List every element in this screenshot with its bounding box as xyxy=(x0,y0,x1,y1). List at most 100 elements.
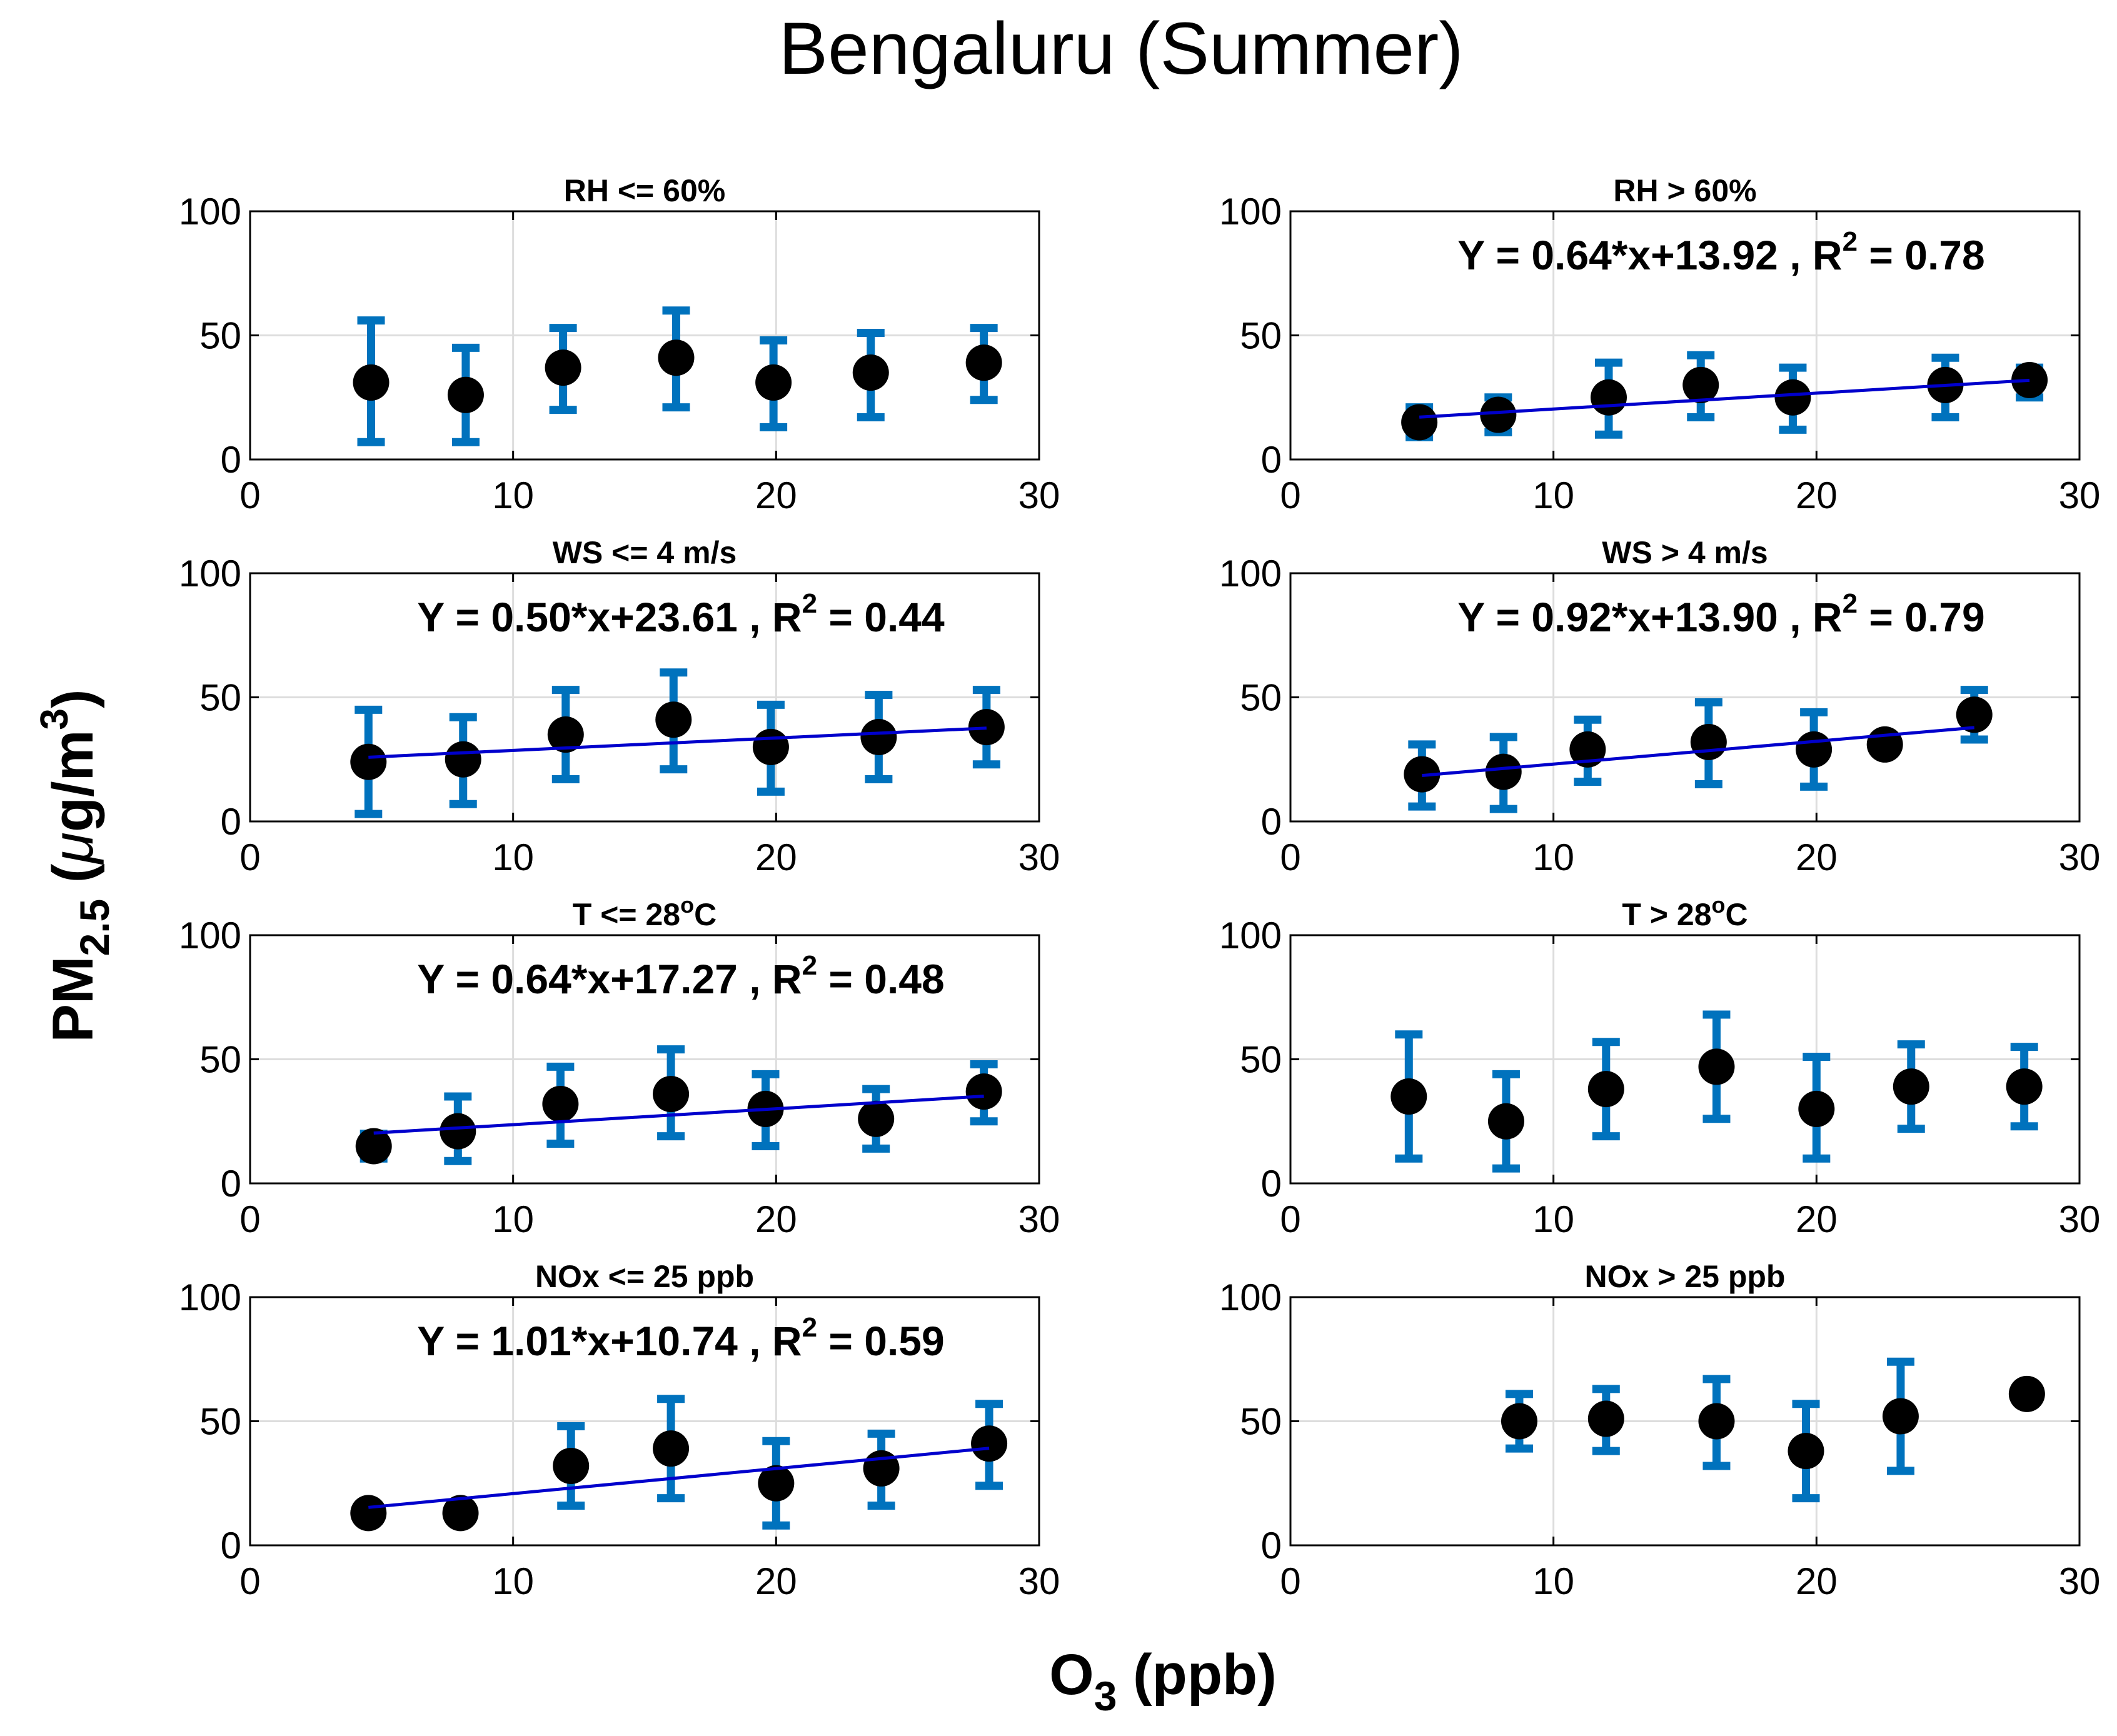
data-point xyxy=(1788,1433,1824,1470)
plot-frame xyxy=(1289,934,2081,1185)
data-point xyxy=(350,1495,387,1532)
x-tick-label: 30 xyxy=(2059,1560,2101,1602)
panel-4: 0 10 20 30 0 50 100 WS > 4 m/s Y = 0.92*x+13.90 … xyxy=(1219,535,2100,878)
panel-title: T > 28oC xyxy=(1622,892,1747,932)
y-axis-label-sub: 2.5 xyxy=(71,899,118,956)
x-axis-label-main: O xyxy=(1049,1643,1094,1707)
y-tick-label: 50 xyxy=(1240,677,1282,719)
panel-title-main: RH > 60% xyxy=(1613,173,1756,208)
fit-equation-main: Y = 1.01*x+10.74 , R xyxy=(417,1318,802,1364)
x-axis-label: O3 (ppb) xyxy=(1049,1643,1277,1719)
y-axis-label-mu: μ xyxy=(41,832,105,865)
fit-equation: Y = 0.92*x+13.90 , R2 = 0.79 xyxy=(1457,588,1984,640)
y-tick-label: 100 xyxy=(1219,553,1282,595)
data-point xyxy=(353,364,390,401)
plot-frame xyxy=(249,1296,1040,1547)
fit-line xyxy=(373,1095,984,1135)
x-tick-label: 30 xyxy=(1018,474,1060,516)
data-point xyxy=(2006,1068,2043,1105)
panel-title-main: NOx > 25 ppb xyxy=(1585,1259,1786,1294)
y-tick-label: 50 xyxy=(199,315,241,357)
x-tick-label: 10 xyxy=(1532,836,1574,878)
data-point xyxy=(1487,1103,1524,1140)
x-tick-label: 30 xyxy=(2059,474,2101,516)
x-tick-label: 0 xyxy=(1280,836,1300,878)
x-tick-label: 0 xyxy=(1280,1560,1300,1602)
data-point xyxy=(1401,404,1438,441)
data-point xyxy=(1866,726,1903,763)
panel-title: NOx <= 25 ppb xyxy=(535,1259,754,1294)
x-axis-label-unit: (ppb) xyxy=(1117,1643,1276,1707)
data-point xyxy=(545,349,581,386)
data-point xyxy=(355,1128,392,1165)
data-point xyxy=(447,376,484,413)
panel-title-sup: o xyxy=(1712,892,1726,918)
panel-3: 0 10 20 30 0 50 100 WS <= 4 m/s Y = 0.50*x+23.61… xyxy=(179,535,1060,878)
plot-frame xyxy=(249,934,1040,1185)
data-point xyxy=(755,364,792,401)
data-point xyxy=(655,701,692,738)
y-tick-label: 0 xyxy=(221,1163,241,1205)
panel-title-main: T > 28 xyxy=(1622,897,1711,932)
data-point xyxy=(440,1113,476,1150)
panel-title-main: RH <= 60% xyxy=(564,173,725,208)
fit-equation: Y = 1.01*x+10.74 , R2 = 0.59 xyxy=(417,1312,944,1364)
x-tick-label: 30 xyxy=(2059,1198,2101,1240)
x-tick-label: 20 xyxy=(755,1198,797,1240)
data-point xyxy=(653,1076,690,1113)
x-tick-label: 30 xyxy=(1018,836,1060,878)
x-tick-label: 30 xyxy=(1018,1198,1060,1240)
data-point xyxy=(1698,1048,1735,1085)
y-axis-label: PM2.5 (μg/m3) xyxy=(33,689,118,1042)
y-tick-label: 50 xyxy=(1240,315,1282,357)
x-tick-label: 10 xyxy=(492,474,534,516)
x-tick-label: 0 xyxy=(239,836,260,878)
y-axis-label-unit: g/m xyxy=(41,730,105,833)
data-point xyxy=(1587,1400,1624,1437)
x-tick-label: 20 xyxy=(1796,474,1838,516)
x-tick-label: 0 xyxy=(239,474,260,516)
data-point xyxy=(965,344,1002,381)
fit-line xyxy=(368,726,987,759)
y-axis-label-sup: 3 xyxy=(33,708,76,730)
data-point xyxy=(1501,1403,1537,1440)
x-tick-label: 10 xyxy=(1532,474,1574,516)
data-point xyxy=(968,709,1005,746)
fit-equation-end: = 0.79 xyxy=(1858,594,1985,640)
data-point xyxy=(863,1450,900,1487)
data-point xyxy=(1569,731,1606,768)
panel-title: T <= 28oC xyxy=(573,892,717,932)
y-tick-label: 50 xyxy=(1240,1401,1282,1443)
fit-line xyxy=(368,1447,990,1509)
data-point xyxy=(350,743,387,780)
y-tick-label: 50 xyxy=(199,1039,241,1081)
data-point xyxy=(658,339,695,376)
data-point xyxy=(2011,361,2048,398)
plot-frame xyxy=(1289,1296,2081,1547)
data-point xyxy=(1893,1068,1929,1105)
panel-title: RH > 60% xyxy=(1613,173,1756,208)
plot-frame xyxy=(249,572,1040,823)
panel-title: RH <= 60% xyxy=(564,173,725,208)
y-tick-label: 100 xyxy=(1219,1277,1282,1318)
y-axis-label-open: ( xyxy=(41,863,105,899)
panel-8: 0 10 20 30 0 50 100 NOx > 25 ppb xyxy=(1219,1259,2100,1602)
fit-line xyxy=(1422,726,1974,778)
data-point xyxy=(542,1085,579,1122)
data-point xyxy=(1698,1403,1735,1440)
data-point xyxy=(2008,1375,2045,1412)
data-point xyxy=(971,1425,1008,1462)
y-tick-label: 0 xyxy=(1261,1525,1282,1567)
fit-equation-sup: 2 xyxy=(802,950,817,981)
y-tick-label: 100 xyxy=(179,553,241,595)
fit-equation-main: Y = 0.50*x+23.61 , R xyxy=(417,594,802,640)
y-tick-label: 100 xyxy=(1219,191,1282,233)
fit-equation: Y = 0.64*x+13.92 , R2 = 0.78 xyxy=(1457,226,1984,278)
y-tick-label: 0 xyxy=(1261,801,1282,843)
data-point xyxy=(445,741,481,778)
panel-title-main: T <= 28 xyxy=(573,897,680,932)
data-point xyxy=(553,1447,590,1484)
fit-equation-main: Y = 0.92*x+13.90 , R xyxy=(1457,594,1842,640)
